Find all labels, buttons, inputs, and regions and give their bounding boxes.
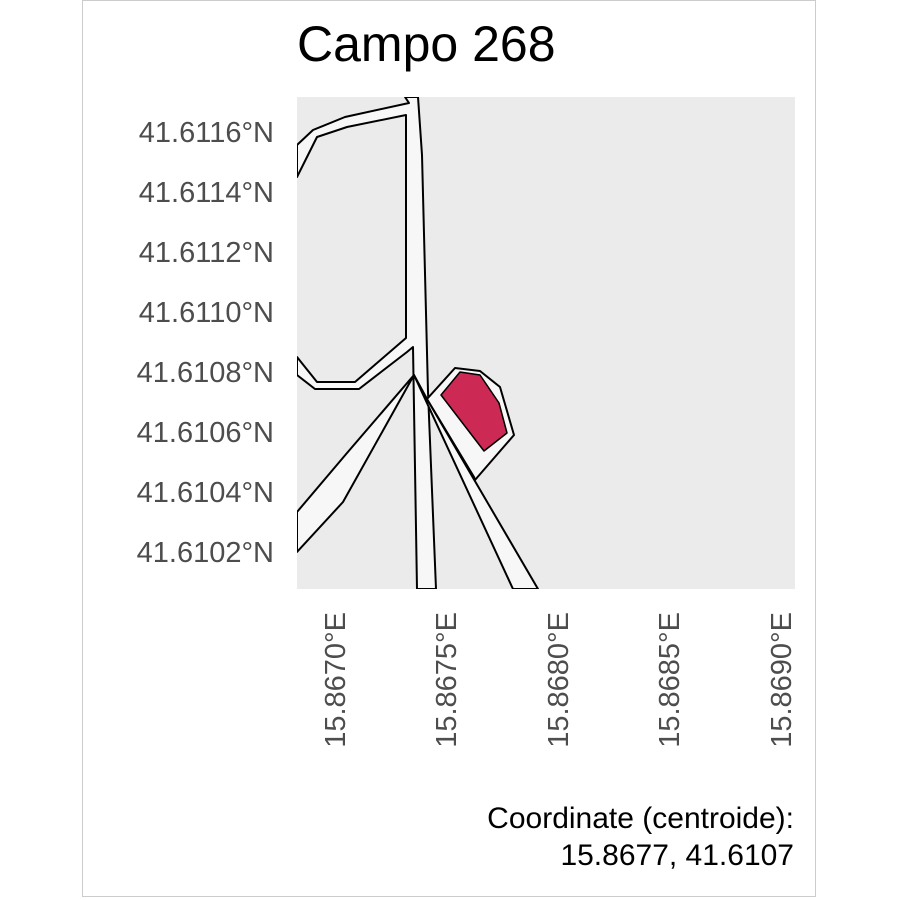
y-tick-label: 41.6104°N <box>136 477 274 509</box>
map-canvas <box>297 97 539 589</box>
field-polygon <box>440 371 508 452</box>
x-tick-label: 15.8680°E <box>543 612 575 748</box>
x-tick-label: 15.8675°E <box>431 612 463 748</box>
y-tick-label: 41.6112°N <box>138 237 274 269</box>
map-title: Campo 268 <box>297 16 556 72</box>
y-tick-label: 41.6102°N <box>136 537 274 569</box>
y-tick-label: 41.6116°N <box>138 117 274 149</box>
x-tick-label: 15.8690°E <box>766 612 798 748</box>
centroid-caption: Coordinate (centroide): 15.8677, 41.6107 <box>487 800 794 874</box>
centroid-caption-value: 15.8677, 41.6107 <box>560 839 794 872</box>
y-tick-label: 41.6108°N <box>136 357 274 389</box>
road-loop-outline <box>297 97 437 589</box>
y-tick-label: 41.6110°N <box>138 297 274 329</box>
centroid-caption-label: Coordinate (centroide): <box>487 802 794 835</box>
y-tick-label: 41.6114°N <box>138 177 274 209</box>
x-tick-label: 15.8670°E <box>320 612 352 748</box>
road-diagonal-left <box>297 374 415 553</box>
map-plot-area[interactable] <box>297 97 795 589</box>
x-tick-label: 15.8685°E <box>654 612 686 748</box>
y-tick-label: 41.6106°N <box>136 417 274 449</box>
road-diagonal-right <box>413 374 539 589</box>
